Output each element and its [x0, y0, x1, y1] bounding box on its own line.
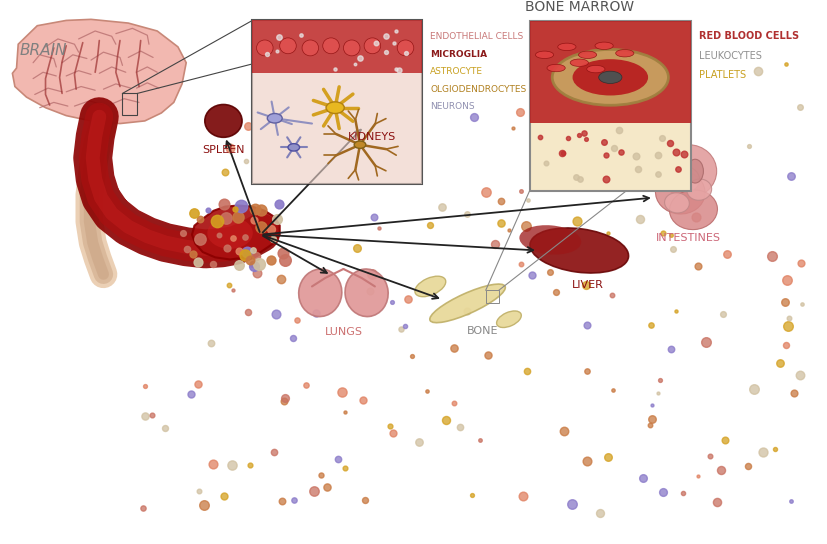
Text: MICROGLIA: MICROGLIA	[429, 50, 486, 59]
Text: NEURONS: NEURONS	[429, 102, 474, 111]
Ellipse shape	[345, 107, 353, 116]
Polygon shape	[192, 206, 280, 259]
Bar	[252, 73, 422, 184]
Ellipse shape	[595, 42, 613, 50]
Text: LEUKOCYTES: LEUKOCYTES	[698, 51, 761, 60]
Text: SPLEEN: SPLEEN	[202, 145, 245, 155]
Ellipse shape	[670, 166, 699, 192]
Text: RED BLOOD CELLS: RED BLOOD CELLS	[698, 31, 798, 41]
Ellipse shape	[529, 228, 628, 273]
Ellipse shape	[378, 98, 403, 125]
Text: OLGIODENDROCYTES: OLGIODENDROCYTES	[429, 84, 526, 94]
Ellipse shape	[326, 102, 344, 114]
Ellipse shape	[655, 171, 705, 214]
Ellipse shape	[686, 159, 703, 183]
Bar	[529, 21, 691, 123]
Ellipse shape	[323, 38, 339, 54]
Bar	[529, 21, 691, 191]
Ellipse shape	[391, 107, 399, 116]
Ellipse shape	[280, 38, 296, 54]
Ellipse shape	[552, 50, 667, 105]
Ellipse shape	[364, 38, 380, 54]
Ellipse shape	[299, 269, 342, 317]
Bar	[122, 94, 137, 115]
Ellipse shape	[615, 50, 633, 57]
Ellipse shape	[686, 179, 710, 200]
Ellipse shape	[570, 59, 588, 66]
Ellipse shape	[302, 40, 318, 56]
Ellipse shape	[578, 51, 596, 59]
Text: BONE: BONE	[466, 326, 498, 337]
Ellipse shape	[571, 59, 648, 96]
Text: KIDNEYS: KIDNEYS	[348, 132, 396, 142]
Bar	[485, 290, 499, 303]
Ellipse shape	[586, 65, 605, 73]
Ellipse shape	[354, 141, 366, 149]
Ellipse shape	[547, 64, 565, 72]
Text: LIVER: LIVER	[571, 280, 603, 290]
Ellipse shape	[342, 98, 366, 125]
Text: BONE MARROW: BONE MARROW	[525, 0, 633, 14]
Ellipse shape	[669, 190, 717, 230]
Ellipse shape	[429, 284, 504, 323]
Text: INTESTINES: INTESTINES	[655, 233, 720, 243]
Ellipse shape	[204, 104, 241, 137]
Ellipse shape	[288, 144, 299, 151]
Ellipse shape	[267, 114, 282, 123]
Ellipse shape	[519, 225, 581, 255]
Ellipse shape	[414, 276, 445, 296]
Text: ENDOTHELIAL CELLS: ENDOTHELIAL CELLS	[429, 32, 523, 41]
Ellipse shape	[345, 269, 388, 317]
Ellipse shape	[256, 40, 273, 56]
Text: BRAIN: BRAIN	[20, 42, 67, 58]
Polygon shape	[12, 20, 186, 123]
Ellipse shape	[343, 40, 360, 56]
Bar	[252, 21, 422, 184]
Ellipse shape	[660, 145, 716, 197]
Ellipse shape	[664, 193, 689, 213]
Ellipse shape	[557, 43, 576, 51]
Ellipse shape	[207, 217, 252, 249]
Text: PLATLETS: PLATLETS	[698, 70, 745, 80]
Ellipse shape	[598, 71, 621, 83]
Ellipse shape	[535, 51, 553, 59]
Ellipse shape	[496, 311, 521, 327]
Bar	[252, 21, 422, 73]
Ellipse shape	[397, 40, 414, 56]
Text: ASTROCYTE: ASTROCYTE	[429, 67, 482, 76]
Text: LUNGS: LUNGS	[324, 327, 362, 337]
